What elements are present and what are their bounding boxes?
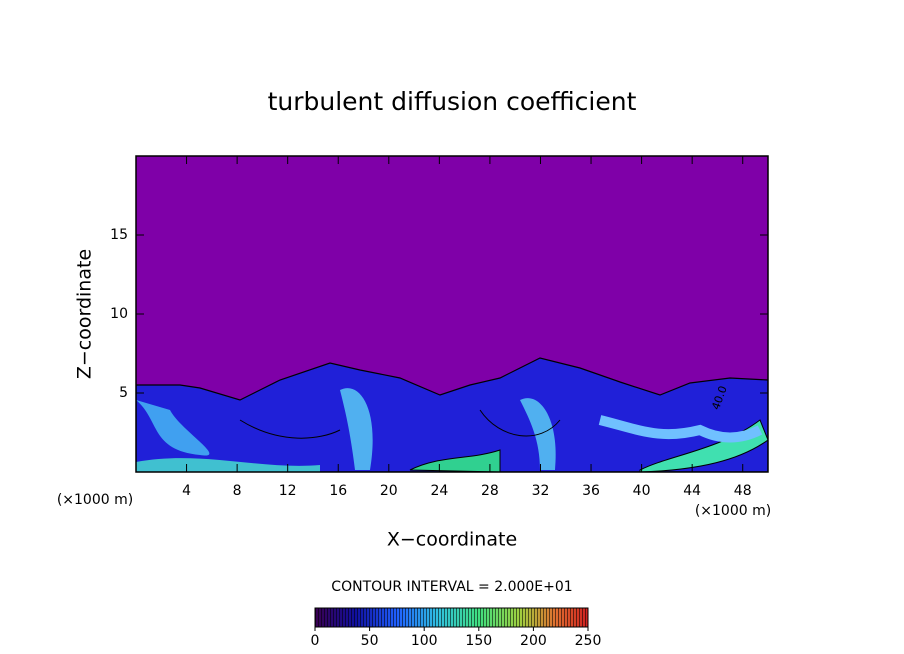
colorbar-tick-label: 100	[411, 633, 438, 649]
y-tick-label: 10	[110, 306, 128, 322]
y-tick-label: 5	[119, 385, 128, 401]
colorbar-tick-label: 150	[465, 633, 492, 649]
contour	[239, 419, 341, 439]
colorbar-tick-label: 200	[520, 633, 547, 649]
blob	[136, 458, 320, 472]
x-unit-left: (×1000 m)	[57, 492, 133, 508]
y-axis-label: Z−coordinate	[74, 249, 96, 379]
turbulent-layer	[136, 357, 768, 472]
blob	[340, 388, 373, 470]
blob	[409, 449, 501, 472]
colorbar-tick-label: 50	[361, 633, 379, 649]
x-tick-label: 4	[182, 483, 191, 499]
x-tick-label: 40	[633, 483, 651, 499]
colorbar-tick-label: 250	[575, 633, 602, 649]
x-tick-label: 36	[582, 483, 600, 499]
blob	[598, 415, 763, 443]
x-unit-right: (×1000 m)	[695, 503, 771, 519]
x-tick-label: 16	[329, 483, 347, 499]
x-tick-label: 28	[481, 483, 499, 499]
contour-interval: CONTOUR INTERVAL = 2.000E+01	[331, 579, 572, 595]
x-tick-label: 24	[430, 483, 448, 499]
x-tick-label: 20	[380, 483, 398, 499]
colorbar-lines	[315, 608, 588, 627]
y-tick-label: 15	[110, 227, 128, 243]
x-tick-label: 12	[279, 483, 297, 499]
x-tick-label: 8	[233, 483, 242, 499]
chart-title: turbulent diffusion coefficient	[268, 87, 637, 116]
contour	[479, 409, 561, 437]
x-tick-label: 48	[734, 483, 752, 499]
x-tick-label: 32	[532, 483, 550, 499]
x-axis-label: X−coordinate	[387, 529, 517, 551]
blob	[136, 400, 210, 456]
x-tick-label: 44	[683, 483, 701, 499]
layer-fill	[136, 357, 768, 472]
blob	[639, 419, 768, 472]
colorbar-tick-label: 0	[311, 633, 320, 649]
